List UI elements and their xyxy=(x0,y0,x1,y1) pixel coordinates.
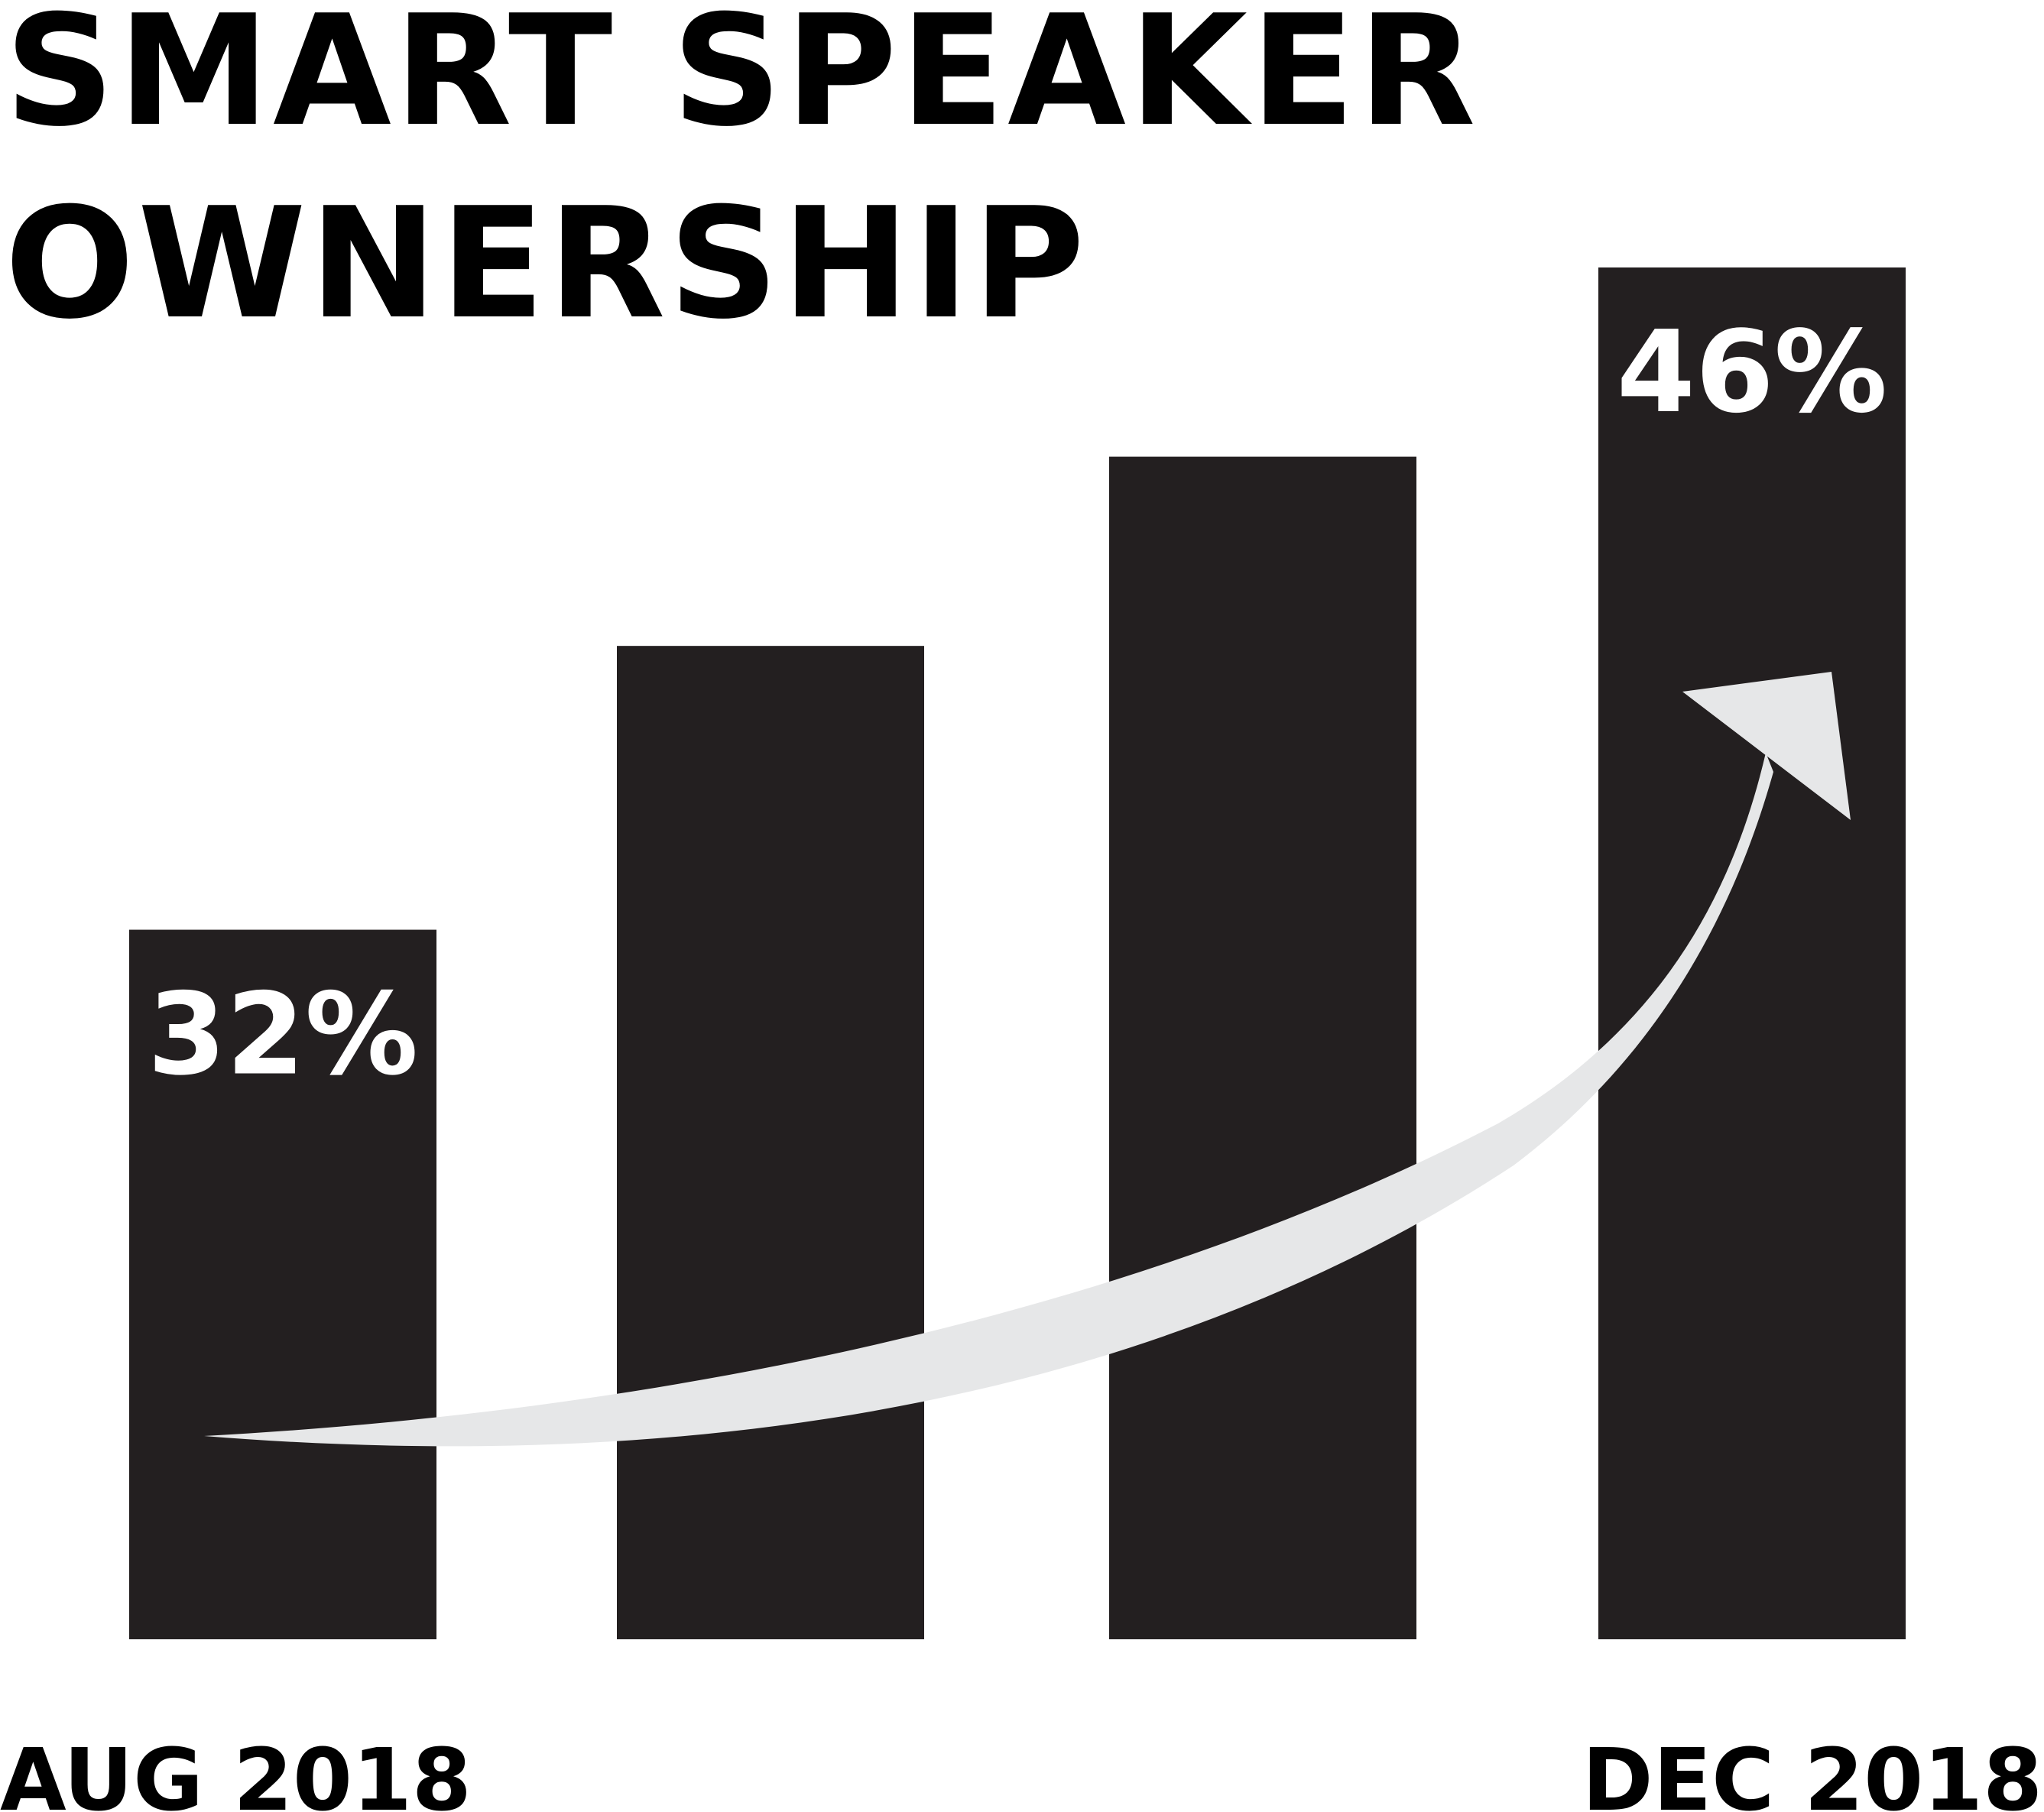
x-axis-label-end: DEC 2018 xyxy=(1582,1731,2042,1812)
bar-4 xyxy=(1598,267,1906,1639)
trend-arrow xyxy=(204,672,1851,1447)
chart-title-line-2: OWNERSHIP xyxy=(5,175,1088,353)
trend-arrowhead xyxy=(1682,672,1851,820)
bar-group xyxy=(129,267,1906,1640)
value-label-group: 32% 46% xyxy=(148,306,1887,1100)
bar-2 xyxy=(617,646,924,1640)
bar-3 xyxy=(1109,456,1416,1639)
bar-1 xyxy=(129,929,436,1639)
bar-value-label-4: 46% xyxy=(1617,306,1887,438)
x-axis-label-start: AUG 2018 xyxy=(0,1731,472,1812)
bar-value-label-1: 32% xyxy=(148,969,418,1100)
chart-title-line-1: SMART SPEAKER xyxy=(5,0,1479,160)
